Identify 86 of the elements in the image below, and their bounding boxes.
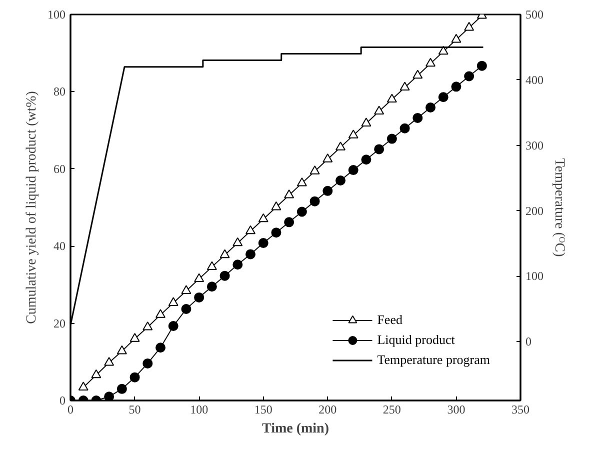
point xyxy=(220,270,230,281)
point xyxy=(336,175,346,186)
point xyxy=(464,71,474,82)
point xyxy=(374,106,384,114)
y-tick-label: 80 xyxy=(54,84,66,99)
y2-axis-title: Temperature (ᴼC) xyxy=(552,158,566,258)
point xyxy=(130,333,140,342)
y-tick-label: 0 xyxy=(60,394,66,408)
point xyxy=(181,304,192,314)
point xyxy=(104,392,114,400)
y2-tick-label: 0 xyxy=(526,334,532,349)
point xyxy=(296,177,307,186)
point xyxy=(156,342,166,353)
point xyxy=(116,384,127,394)
point xyxy=(246,249,256,260)
y-tick-label: 60 xyxy=(54,162,66,176)
point xyxy=(220,249,230,258)
point xyxy=(284,217,294,228)
point xyxy=(91,369,102,378)
point xyxy=(206,282,217,292)
point xyxy=(194,273,204,282)
point xyxy=(386,134,397,144)
point xyxy=(310,166,320,174)
point xyxy=(206,261,217,270)
y2-tick-label: 500 xyxy=(526,8,544,22)
point xyxy=(232,237,243,246)
legend-label: Feed xyxy=(377,312,402,328)
x-tick-label: 350 xyxy=(512,402,530,416)
point xyxy=(322,186,333,196)
y-tick-label: 20 xyxy=(54,316,66,330)
point xyxy=(361,118,372,126)
y-axis-title: Cumulative yield of liquid product (wt%) xyxy=(24,90,40,324)
point xyxy=(476,60,487,71)
point xyxy=(181,285,192,294)
point xyxy=(232,260,243,270)
x-tick-label: 100 xyxy=(190,402,208,416)
legend-label: Liquid product xyxy=(377,332,455,348)
point xyxy=(310,196,320,206)
point xyxy=(168,297,178,306)
y2-tick-label: 400 xyxy=(526,72,544,87)
point xyxy=(336,142,346,150)
point xyxy=(322,154,333,162)
point xyxy=(142,358,153,368)
point xyxy=(271,201,282,210)
point xyxy=(258,238,268,248)
point xyxy=(438,46,448,55)
point xyxy=(464,22,474,31)
point xyxy=(271,228,282,238)
x-tick-label: 250 xyxy=(382,402,401,416)
point xyxy=(361,154,372,165)
y-tick-label: 40 xyxy=(54,239,66,254)
point xyxy=(412,70,423,79)
point xyxy=(296,206,307,217)
point xyxy=(426,102,436,113)
y2-tick-label: 300 xyxy=(526,138,544,152)
point xyxy=(451,34,462,43)
x-tick-label: 200 xyxy=(318,402,337,416)
point xyxy=(426,58,436,67)
y2-tick-label: 200 xyxy=(526,204,544,218)
point xyxy=(116,345,127,354)
point xyxy=(400,82,410,91)
y-tick-label: 100 xyxy=(48,8,66,22)
x-tick-label: 150 xyxy=(254,402,272,416)
point xyxy=(156,309,166,318)
y2-tick-label: 100 xyxy=(526,269,544,284)
point xyxy=(412,112,423,123)
point xyxy=(258,213,268,222)
point xyxy=(400,123,410,134)
point xyxy=(104,356,114,366)
point xyxy=(130,372,140,382)
point xyxy=(386,94,397,103)
point xyxy=(142,321,153,330)
point xyxy=(438,92,448,102)
point xyxy=(348,130,358,138)
point xyxy=(168,321,178,331)
point xyxy=(348,165,358,176)
x-axis-title: Time (min) xyxy=(262,422,330,436)
x-tick-label: 50 xyxy=(128,402,141,416)
point xyxy=(194,292,204,302)
legend-label: Temperature program xyxy=(377,352,490,368)
point xyxy=(374,144,384,154)
point xyxy=(284,189,294,198)
point xyxy=(451,82,462,92)
x-tick-label: 300 xyxy=(447,402,466,416)
point xyxy=(246,225,256,234)
point xyxy=(78,382,88,390)
